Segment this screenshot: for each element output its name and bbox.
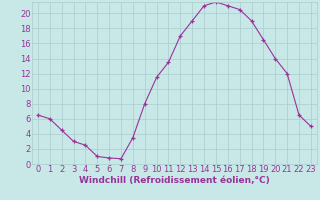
X-axis label: Windchill (Refroidissement éolien,°C): Windchill (Refroidissement éolien,°C) [79,176,270,185]
